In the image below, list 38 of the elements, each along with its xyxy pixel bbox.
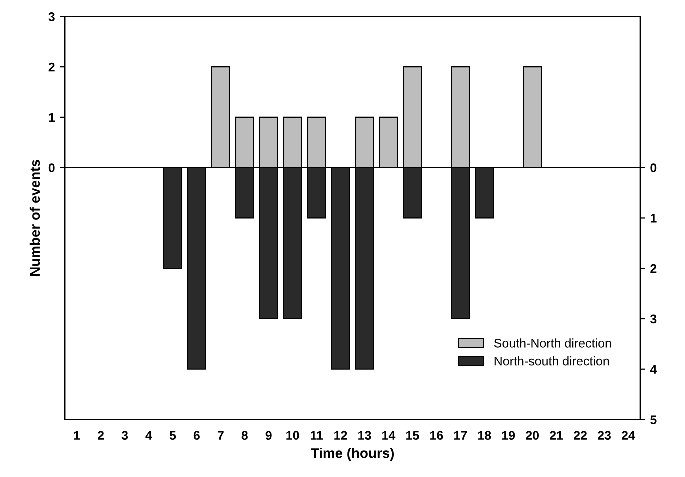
x-tick-label: 23 [598,431,612,440]
x-tick-label: 4 [146,431,152,440]
y2-tick-label: 3 [650,314,657,324]
x-tick-label: 12 [334,431,348,440]
x-tick-label: 13 [358,431,372,440]
x-tick-label: 7 [218,431,224,440]
y2-tick-label: 4 [650,365,658,374]
x-tick-label: 16 [430,431,444,440]
y-tick-label: 2 [48,62,55,72]
x-tick-label: 2 [98,431,104,440]
x-tick-label: 8 [242,431,248,440]
x-tick-label: 10 [286,431,300,440]
x-tick-label: 3 [122,431,128,440]
x-tick-label: 6 [194,431,200,440]
x-tick-label: 20 [526,431,540,440]
x-tick-label: 24 [622,431,636,440]
y2-tick-label: 2 [650,264,657,274]
x-axis-title: Time (hours) [311,448,394,462]
x-tick-label: 1 [74,431,80,440]
y2-tick-label: 1 [650,214,657,223]
x-tick-label: 5 [170,431,176,440]
x-tick-label: 21 [550,431,564,440]
legend-label: North-south direction [494,356,610,366]
y2-tick-label: 0 [650,164,657,172]
legend-label: South-North direction [494,338,612,348]
x-tick-label: 11 [310,431,324,440]
x-tick-label: 15 [406,431,420,440]
y-tick-label: 3 [48,12,55,22]
y-axis-title: Number of events [30,160,40,276]
y2-tick-label: 5 [650,416,657,424]
x-tick-label: 14 [382,431,396,440]
y-tick-label: 0 [48,164,55,172]
x-tick-label: 22 [574,431,587,440]
x-tick-label: 19 [502,431,516,440]
x-tick-label: 18 [478,431,492,440]
y-tick-label: 1 [49,113,56,122]
x-tick-label: 17 [454,431,468,440]
x-tick-label: 9 [266,431,272,440]
